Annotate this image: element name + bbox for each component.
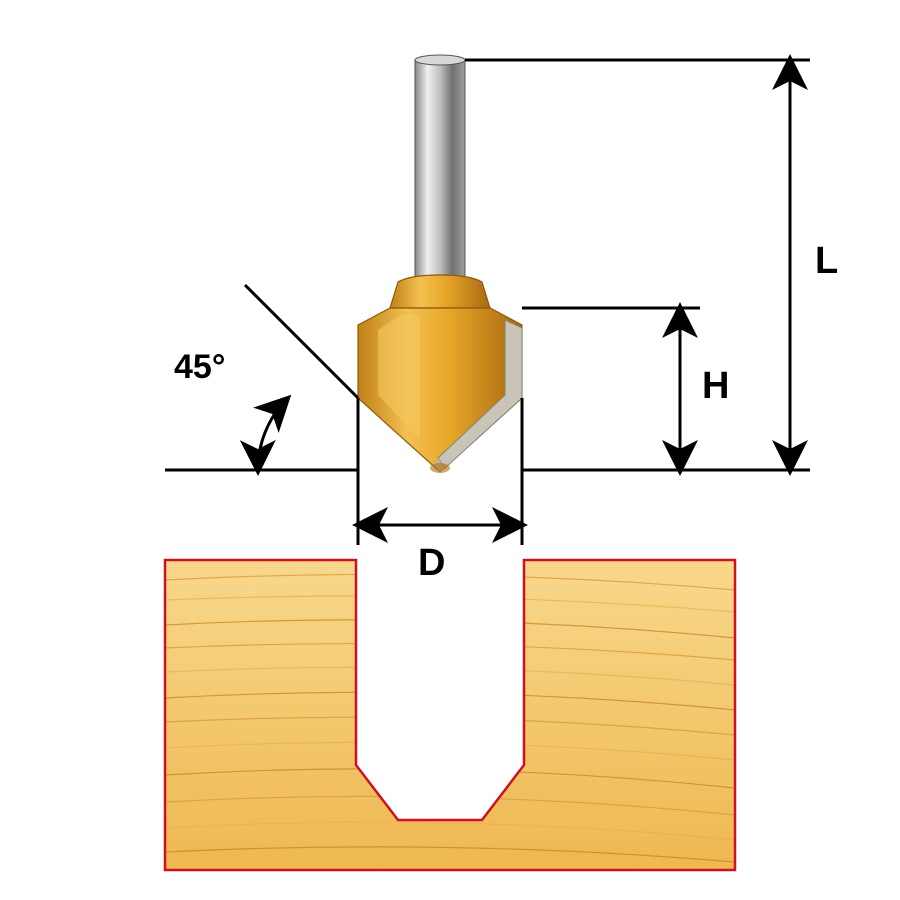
wood-block [165, 560, 735, 870]
dim-D-label: D [418, 542, 445, 585]
dim-H-label: H [702, 365, 729, 408]
angle-label: 45° [174, 348, 225, 387]
dim-L-label: L [815, 240, 838, 283]
router-bit-body [358, 275, 522, 473]
diagram-canvas [0, 0, 900, 900]
router-bit-shank [415, 55, 465, 282]
